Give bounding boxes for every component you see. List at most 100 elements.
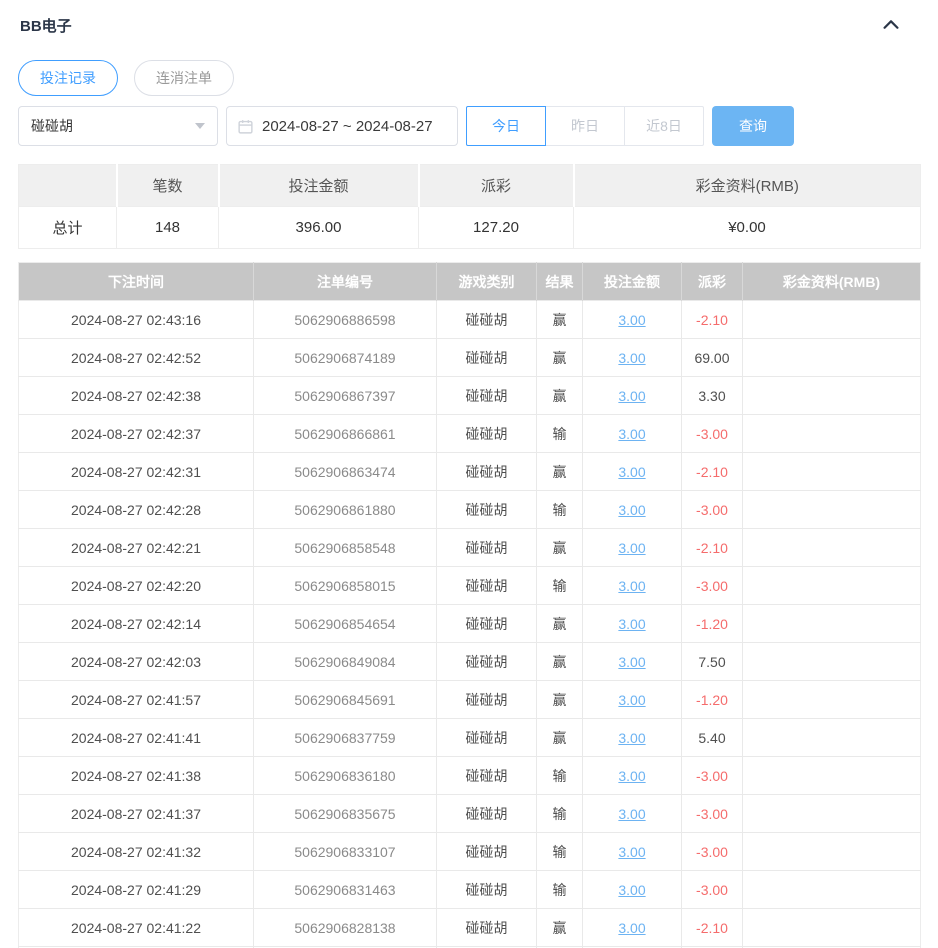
result: 输	[536, 490, 583, 529]
order-number: 5062906874189	[253, 338, 437, 377]
bet-time: 2024-08-27 02:42:31	[18, 452, 254, 491]
records-header-bet-time: 下注时间	[18, 262, 254, 301]
bonus	[742, 338, 921, 377]
date-range-input[interactable]: 2024-08-27 ~ 2024-08-27	[226, 106, 458, 146]
bet-amount: 3.00	[582, 414, 682, 453]
payout: 5.40	[681, 718, 743, 757]
bet-amount: 3.00	[582, 908, 682, 947]
payout: -2.10	[681, 300, 743, 339]
bet-time: 2024-08-27 02:42:37	[18, 414, 254, 453]
bonus	[742, 528, 921, 567]
summary-total-bet-amount: 396.00	[218, 206, 419, 249]
quick-range-label: 昨日	[571, 118, 599, 134]
records-header-result: 结果	[536, 262, 583, 301]
payout: -3.00	[681, 756, 743, 795]
summary-header-bet-amount: 投注金额	[217, 164, 419, 207]
tab-cancelled-orders[interactable]: 连消注单	[134, 60, 234, 96]
order-number: 5062906863474	[253, 452, 437, 491]
bet-amount-link[interactable]: 3.00	[618, 463, 646, 480]
bet-time: 2024-08-27 02:42:28	[18, 490, 254, 529]
bonus	[742, 300, 921, 339]
bet-amount-link[interactable]: 3.00	[618, 577, 646, 594]
tab-label: 连消注单	[156, 70, 212, 86]
bet-amount-link[interactable]: 3.00	[618, 919, 646, 936]
bet-amount: 3.00	[582, 642, 682, 681]
bet-amount: 3.00	[582, 452, 682, 491]
payout: -1.20	[681, 604, 743, 643]
summary-total-label: 总计	[18, 206, 117, 249]
game-type: 碰碰胡	[436, 680, 537, 719]
summary-total-row: 总计 148 396.00 127.20 ¥0.00	[18, 206, 921, 249]
bet-time: 2024-08-27 02:42:21	[18, 528, 254, 567]
bet-amount-link[interactable]: 3.00	[618, 653, 646, 670]
game-type: 碰碰胡	[436, 604, 537, 643]
tab-betting-records[interactable]: 投注记录	[18, 60, 118, 96]
result: 赢	[536, 604, 583, 643]
bet-amount-link[interactable]: 3.00	[618, 387, 646, 404]
bet-time: 2024-08-27 02:41:37	[18, 794, 254, 833]
bonus	[742, 680, 921, 719]
bonus	[742, 756, 921, 795]
bet-amount-link[interactable]: 3.00	[618, 767, 646, 784]
game-type: 碰碰胡	[436, 528, 537, 567]
bonus	[742, 414, 921, 453]
order-number: 5062906828138	[253, 908, 437, 947]
bet-amount-link[interactable]: 3.00	[618, 805, 646, 822]
search-button[interactable]: 查询	[712, 106, 794, 146]
calendar-icon	[238, 119, 253, 134]
bet-time: 2024-08-27 02:41:22	[18, 908, 254, 947]
quick-range-today[interactable]: 今日	[466, 106, 546, 146]
collapse-panel-button[interactable]	[878, 14, 904, 36]
summary-total-bonus: ¥0.00	[573, 206, 921, 249]
result: 输	[536, 414, 583, 453]
table-row: 2024-08-27 02:42:37 5062906866861 碰碰胡输 3.00…	[18, 414, 921, 453]
game-select[interactable]: 碰碰胡	[18, 106, 218, 146]
quick-range-last8days[interactable]: 近8日	[624, 106, 704, 146]
result: 输	[536, 566, 583, 605]
summary-header-row: 笔数 投注金额 派彩 彩金资料(RMB)	[18, 164, 921, 207]
game-type: 碰碰胡	[436, 794, 537, 833]
order-number: 5062906858548	[253, 528, 437, 567]
bet-amount-link[interactable]: 3.00	[618, 539, 646, 556]
bet-amount-link[interactable]: 3.00	[618, 349, 646, 366]
empty-cell	[18, 946, 254, 948]
bonus	[742, 794, 921, 833]
bonus	[742, 566, 921, 605]
game-select-value: 碰碰胡	[31, 118, 73, 134]
bet-amount-link[interactable]: 3.00	[618, 311, 646, 328]
bet-amount-link[interactable]: 3.00	[618, 691, 646, 708]
result: 赢	[536, 680, 583, 719]
bet-amount-link[interactable]: 3.00	[618, 881, 646, 898]
result: 赢	[536, 908, 583, 947]
game-type: 碰碰胡	[436, 718, 537, 757]
bet-amount: 3.00	[582, 794, 682, 833]
payout: 69.00	[681, 338, 743, 377]
order-number: 5062906831463	[253, 870, 437, 909]
result: 赢	[536, 376, 583, 415]
bet-amount-link[interactable]: 3.00	[618, 501, 646, 518]
bet-time: 2024-08-27 02:41:38	[18, 756, 254, 795]
result: 赢	[536, 452, 583, 491]
result: 赢	[536, 642, 583, 681]
summary-header-bonus: 彩金资料(RMB)	[572, 164, 921, 207]
summary-total-count: 148	[116, 206, 219, 249]
payout: -2.10	[681, 908, 743, 947]
table-row: 2024-08-27 02:41:57 5062906845691 碰碰胡赢 3.00…	[18, 680, 921, 719]
game-type: 碰碰胡	[436, 490, 537, 529]
empty-cell	[742, 946, 921, 948]
payout: -3.00	[681, 414, 743, 453]
bonus	[742, 870, 921, 909]
bet-time: 2024-08-27 02:41:57	[18, 680, 254, 719]
result: 输	[536, 832, 583, 871]
bet-amount-link[interactable]: 3.00	[618, 729, 646, 746]
quick-range-label: 今日	[492, 118, 520, 134]
records-header-payout: 派彩	[681, 262, 743, 301]
bet-amount-link[interactable]: 3.00	[618, 425, 646, 442]
bet-amount-link[interactable]: 3.00	[618, 843, 646, 860]
bet-amount-link[interactable]: 3.00	[618, 615, 646, 632]
bet-time: 2024-08-27 02:42:14	[18, 604, 254, 643]
quick-range-yesterday[interactable]: 昨日	[545, 106, 625, 146]
bonus	[742, 908, 921, 947]
game-type: 碰碰胡	[436, 908, 537, 947]
